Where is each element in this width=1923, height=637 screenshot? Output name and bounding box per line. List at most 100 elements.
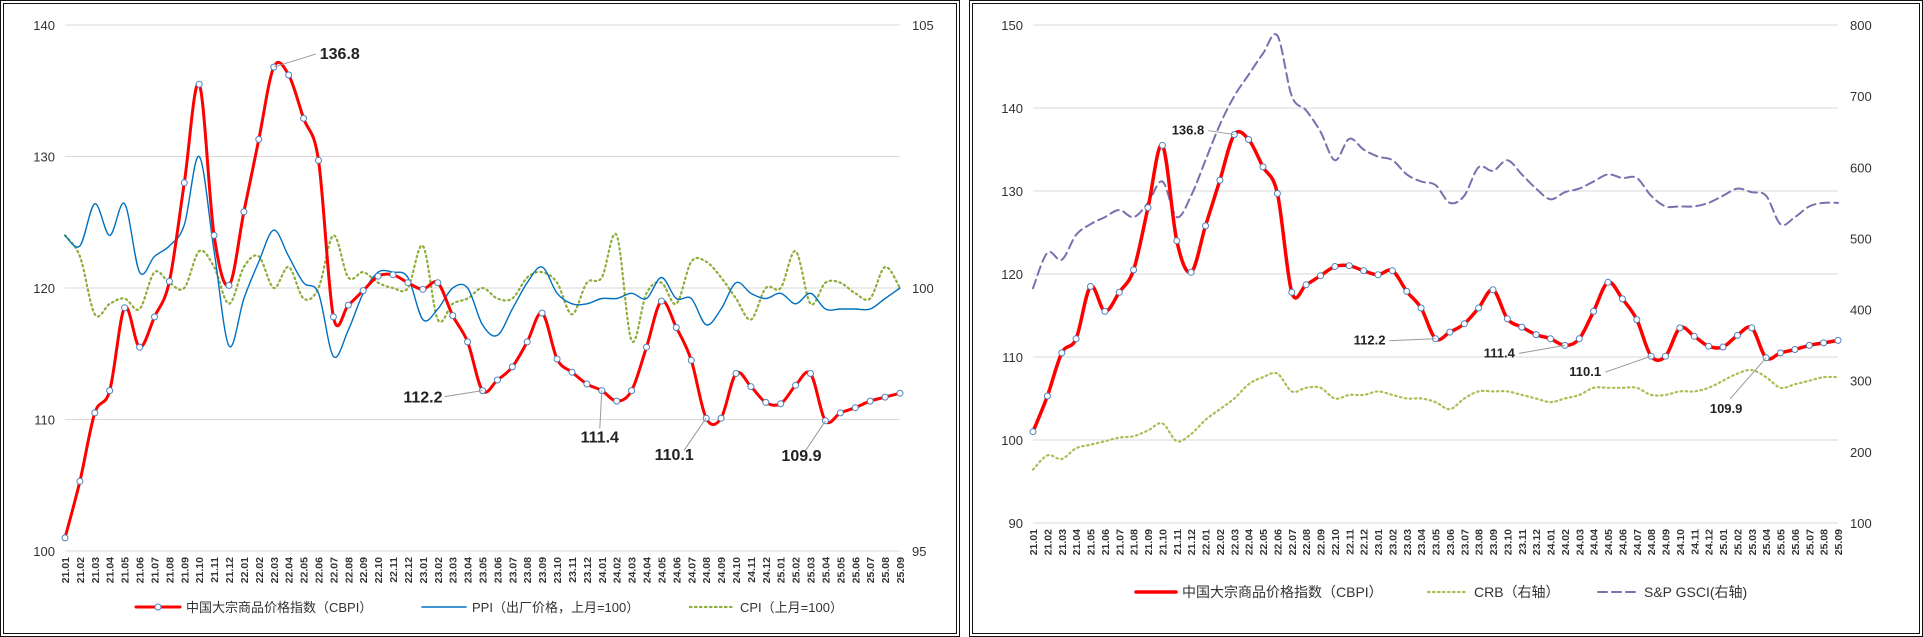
annotation-leader-line: [1729, 357, 1767, 400]
data-point-marker: [1489, 286, 1497, 294]
left-axis-tick-label: 140: [1001, 101, 1023, 116]
x-axis-tick-label: 21.03: [90, 557, 102, 583]
data-point-marker: [1058, 349, 1066, 357]
legend-label: CPI（上月=100）: [740, 600, 843, 615]
left-axis-tick-label: 100: [33, 544, 55, 559]
data-point-marker: [1446, 328, 1454, 336]
data-point-marker: [1029, 428, 1037, 436]
x-axis-tick-label: 24.11: [1689, 529, 1701, 555]
x-axis-tick-label: 21.05: [1086, 529, 1098, 555]
data-point-marker: [866, 397, 874, 405]
x-axis-tick-label: 21.07: [1114, 529, 1126, 555]
data-point-marker: [359, 287, 367, 295]
data-point-marker: [1245, 136, 1253, 143]
data-point-marker: [1043, 392, 1051, 400]
data-point-marker: [300, 114, 308, 122]
data-point-marker: [672, 324, 680, 331]
x-axis-tick-label: 23.02: [1387, 529, 1399, 555]
data-point-marker: [329, 313, 337, 321]
x-axis-tick-label: 21.09: [1143, 529, 1155, 555]
data-point-marker: [1388, 267, 1396, 275]
data-point-marker: [583, 380, 591, 388]
data-point-marker: [896, 389, 904, 397]
right-axis-tick-label: 300: [1850, 374, 1872, 389]
x-axis-tick-label: 23.10: [552, 557, 564, 583]
annotation-label: 112.2: [1354, 333, 1386, 348]
data-point-marker: [151, 313, 158, 321]
x-axis-tick-label: 23.03: [448, 557, 460, 583]
data-point-marker: [419, 285, 427, 293]
x-axis-tick-label: 21.10: [1157, 529, 1169, 555]
x-axis-tick-label: 21.01: [60, 557, 72, 583]
data-point-marker: [1777, 349, 1784, 357]
x-axis-tick-label: 22.05: [1258, 529, 1270, 555]
x-axis-tick-label: 25.06: [850, 557, 862, 583]
annotation-label: 109.9: [1710, 401, 1743, 416]
data-point-marker: [61, 534, 69, 542]
x-axis-tick-label: 23.01: [418, 557, 430, 583]
x-axis-tick-label: 24.06: [1617, 529, 1629, 555]
data-point-marker: [1518, 323, 1526, 331]
legend-marker: [154, 603, 162, 611]
x-axis-tick-label: 21.11: [209, 557, 221, 583]
data-point-marker: [807, 370, 814, 377]
annotation-leader-line: [1518, 344, 1565, 354]
data-point-marker: [225, 281, 233, 289]
x-axis-tick-label: 24.02: [612, 557, 624, 583]
data-point-marker: [210, 231, 218, 239]
x-axis-tick-label: 22.10: [373, 557, 385, 583]
series-line: [63, 61, 902, 540]
x-axis-tick-label: 25.08: [880, 557, 892, 583]
data-point-marker: [1403, 287, 1411, 295]
x-axis-tick-label: 24.07: [1632, 529, 1644, 555]
x-axis-tick-label: 25.04: [1761, 529, 1773, 555]
data-point-marker: [404, 279, 412, 287]
annotation-leader-line: [1389, 338, 1436, 342]
data-point-marker: [1719, 343, 1727, 351]
x-axis-tick-label: 21.07: [150, 557, 162, 583]
x-axis-tick-label: 23.05: [478, 557, 490, 583]
data-point-marker: [1690, 332, 1698, 340]
x-axis-tick-label: 21.04: [105, 557, 117, 583]
data-point-marker: [553, 355, 561, 363]
x-axis-tick-label: 23.09: [1488, 529, 1500, 555]
annotation-leader-line: [444, 390, 483, 398]
x-axis-tick-label: 25.09: [1833, 529, 1845, 555]
right-chart: 90 100 110 120 130 140 150 100 200 300 400 500 600 70…: [1001, 18, 1872, 600]
data-point-marker: [1532, 331, 1540, 339]
series-line: [64, 155, 901, 359]
right-chart-panel: 90 100 110 120 130 140 150 100 200 300 400 500 600 70…: [969, 0, 1923, 637]
x-axis-tick-label: 21.11: [1172, 529, 1184, 555]
x-axis-tick-label: 24.09: [716, 557, 728, 583]
x-axis-tick-label: 23.06: [1445, 529, 1457, 555]
right-axis-tick-label: 400: [1850, 303, 1872, 318]
x-axis-tick-label: 21.10: [194, 557, 206, 583]
x-axis-tick-label: 23.06: [492, 557, 504, 583]
right-axis-tick-label: 700: [1850, 89, 1872, 104]
data-point-marker: [1087, 283, 1094, 290]
data-point-marker: [1158, 141, 1166, 149]
x-axis-tick-label: 22.06: [314, 557, 326, 583]
data-point-marker: [1676, 324, 1684, 332]
x-axis-tick-label: 22.12: [403, 557, 415, 583]
annotation-leader-line: [599, 390, 603, 429]
annotation-label: 111.4: [1484, 345, 1516, 360]
x-axis-tick-label: 22.06: [1272, 529, 1284, 555]
legend-label: S&P GSCI(右轴): [1644, 584, 1747, 600]
data-point-marker: [1618, 295, 1626, 303]
series-line: [63, 232, 902, 343]
x-axis-tick-label: 21.08: [164, 557, 176, 583]
annotation-label: 109.9: [781, 448, 821, 465]
x-axis-tick-label: 25.03: [806, 557, 818, 583]
data-point-marker: [851, 404, 859, 412]
x-axis-tick-label: 24.10: [731, 557, 743, 583]
data-point-marker: [344, 301, 352, 309]
data-point-marker: [1834, 336, 1842, 344]
x-axis-tick-label: 23.12: [1531, 529, 1543, 555]
x-axis-tick-label: 21.05: [120, 557, 132, 583]
x-axis-tick-label: 25.03: [1747, 529, 1759, 555]
x-axis-tick-label: 24.12: [1704, 529, 1716, 555]
data-point-marker: [777, 400, 785, 408]
x-axis-tick-label: 23.11: [567, 557, 579, 583]
data-point-marker: [657, 297, 665, 305]
